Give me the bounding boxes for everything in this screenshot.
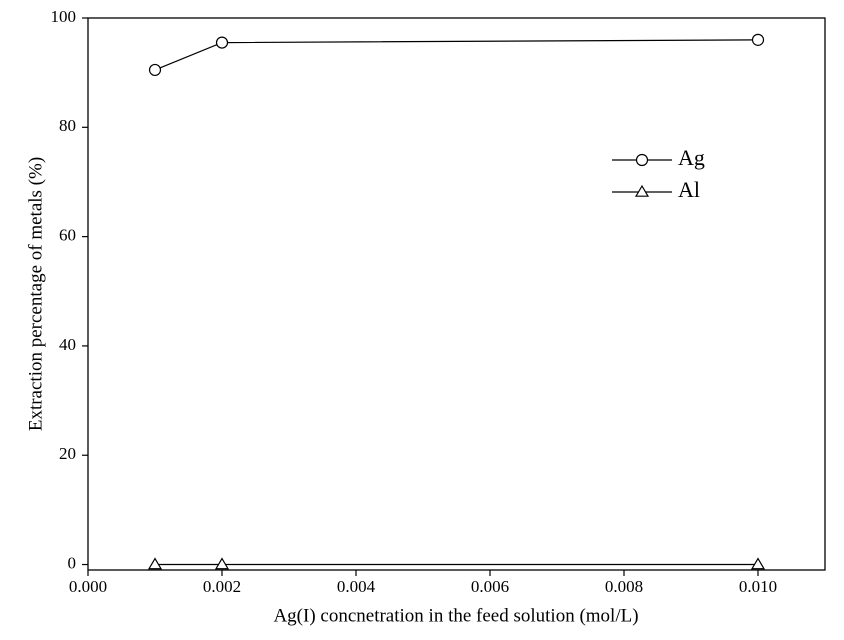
plot-frame (87, 17, 826, 571)
y-tick-label: 100 (51, 7, 77, 26)
legend-label: Al (678, 177, 700, 202)
marker (751, 33, 765, 46)
x-tick-label: 0.004 (337, 577, 376, 596)
marker (148, 63, 162, 77)
x-tick-label: 0.010 (739, 577, 777, 596)
x-tick-label: 0.000 (69, 577, 107, 596)
marker (215, 36, 229, 49)
y-tick-label: 20 (59, 444, 76, 463)
marker (147, 557, 163, 570)
legend-label: Ag (678, 145, 705, 170)
legend-marker (635, 153, 649, 167)
series-line (154, 39, 759, 71)
y-tick-label: 60 (59, 226, 76, 245)
y-tick-label: 0 (68, 553, 77, 572)
y-axis-title: Extraction percentage of metals (%) (25, 157, 46, 431)
marker (214, 557, 230, 570)
x-tick-label: 0.002 (203, 577, 241, 596)
y-tick-label: 40 (59, 335, 76, 354)
marker (750, 557, 766, 570)
x-tick-label: 0.006 (471, 577, 509, 596)
y-tick-label: 80 (59, 116, 76, 135)
x-axis-title: Ag(I) concnetration in the feed solution… (273, 605, 638, 626)
x-tick-label: 0.008 (605, 577, 643, 596)
legend-marker (634, 184, 650, 197)
